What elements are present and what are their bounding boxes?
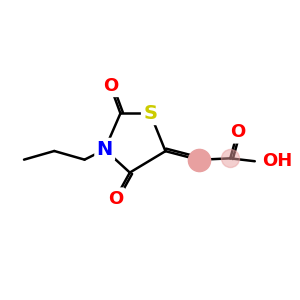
Text: OH: OH <box>262 152 292 170</box>
Text: N: N <box>97 140 113 159</box>
Text: O: O <box>230 123 245 141</box>
Text: O: O <box>108 190 123 208</box>
Text: O: O <box>103 77 118 95</box>
Text: S: S <box>143 104 157 123</box>
